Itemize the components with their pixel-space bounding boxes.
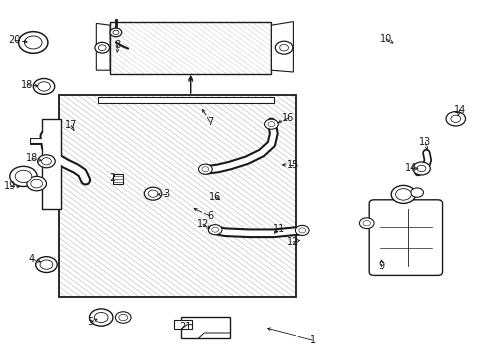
- Text: 14: 14: [452, 105, 465, 115]
- Bar: [41, 119, 61, 209]
- Circle shape: [450, 115, 460, 122]
- Circle shape: [10, 166, 37, 186]
- Text: 6: 6: [207, 211, 213, 221]
- Circle shape: [110, 28, 122, 37]
- Circle shape: [113, 30, 119, 35]
- Circle shape: [410, 188, 423, 197]
- Circle shape: [98, 45, 106, 50]
- Circle shape: [208, 225, 222, 235]
- Circle shape: [202, 167, 208, 172]
- Circle shape: [24, 36, 42, 49]
- Circle shape: [31, 179, 42, 188]
- Bar: [59, 95, 295, 297]
- Circle shape: [41, 158, 51, 165]
- Text: 2: 2: [109, 173, 115, 183]
- Bar: [110, 22, 271, 74]
- Circle shape: [36, 257, 57, 273]
- Text: 4: 4: [29, 254, 35, 264]
- Circle shape: [38, 82, 50, 91]
- Circle shape: [359, 218, 373, 229]
- FancyBboxPatch shape: [368, 200, 442, 275]
- Text: 5: 5: [87, 317, 93, 327]
- Text: 20: 20: [8, 35, 21, 45]
- Text: 16: 16: [208, 192, 221, 202]
- Bar: [59, 95, 295, 297]
- Circle shape: [95, 42, 109, 53]
- Circle shape: [148, 190, 158, 197]
- Circle shape: [15, 170, 32, 183]
- Circle shape: [119, 314, 127, 321]
- Circle shape: [295, 225, 308, 235]
- Circle shape: [267, 122, 274, 127]
- Bar: [181, 317, 229, 338]
- Circle shape: [27, 176, 46, 191]
- Text: 15: 15: [286, 160, 299, 170]
- Polygon shape: [96, 23, 110, 70]
- Circle shape: [33, 78, 55, 94]
- Circle shape: [115, 312, 131, 323]
- Circle shape: [211, 227, 218, 232]
- Circle shape: [416, 165, 425, 172]
- Circle shape: [445, 112, 465, 126]
- Text: 13: 13: [418, 137, 431, 147]
- Text: 12: 12: [196, 219, 209, 229]
- Circle shape: [40, 260, 53, 269]
- Text: 11: 11: [272, 224, 285, 234]
- Polygon shape: [271, 22, 293, 72]
- Text: 8: 8: [114, 40, 120, 50]
- Text: 14: 14: [404, 163, 416, 174]
- Circle shape: [198, 164, 212, 174]
- Circle shape: [94, 312, 108, 323]
- Circle shape: [89, 309, 113, 326]
- Text: 3: 3: [163, 189, 169, 199]
- Bar: [98, 97, 273, 103]
- Circle shape: [390, 185, 415, 203]
- Circle shape: [264, 119, 278, 129]
- Circle shape: [19, 32, 48, 53]
- Text: 17: 17: [64, 120, 77, 130]
- Text: 9: 9: [378, 261, 384, 271]
- Text: 18: 18: [20, 80, 33, 90]
- Bar: [110, 22, 271, 74]
- Text: 10: 10: [379, 34, 392, 44]
- Circle shape: [412, 162, 429, 175]
- Circle shape: [275, 41, 292, 54]
- Bar: [113, 174, 123, 184]
- Circle shape: [144, 187, 162, 200]
- Text: 21: 21: [179, 322, 192, 332]
- Text: 12: 12: [286, 237, 299, 247]
- Text: 16: 16: [282, 113, 294, 123]
- Circle shape: [279, 44, 288, 51]
- Circle shape: [362, 220, 369, 226]
- Circle shape: [298, 228, 305, 233]
- Text: 7: 7: [207, 117, 213, 127]
- Circle shape: [38, 155, 55, 168]
- Text: 18: 18: [25, 153, 38, 163]
- Text: 19: 19: [3, 181, 16, 192]
- Text: 1: 1: [309, 335, 315, 345]
- Bar: [173, 320, 192, 329]
- Circle shape: [395, 189, 410, 200]
